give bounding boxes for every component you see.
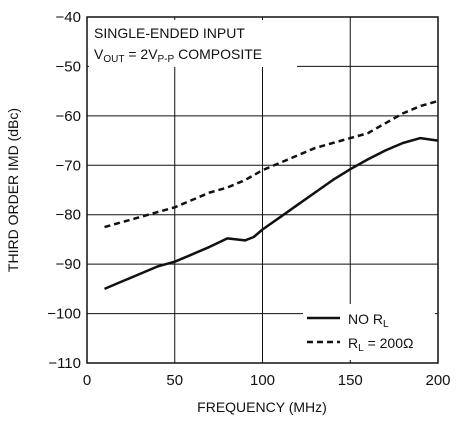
y-tick-labels: −40 −50 −60 −70 −80 −90 −100 −110	[47, 9, 81, 372]
x-tick-label: 50	[166, 372, 183, 389]
x-tick-label: 200	[425, 372, 450, 389]
y-tick-label: −90	[56, 256, 81, 273]
x-axis-title: FREQUENCY (MHz)	[197, 399, 327, 415]
y-tick-label: −60	[56, 108, 81, 125]
annotation-line-1: SINGLE-ENDED INPUT	[94, 25, 245, 41]
legend-background	[303, 304, 435, 360]
x-tick-label: 0	[83, 372, 91, 389]
y-tick-label: −50	[56, 58, 81, 75]
series-line-no-rl	[104, 136, 439, 291]
annotation-line-2: VOUT = 2VP-P COMPOSITE	[94, 46, 262, 65]
annotation-background	[89, 20, 297, 67]
x-tick-label: 100	[250, 372, 275, 389]
legend: NO RL RL = 200Ω	[303, 304, 435, 360]
series-group	[104, 99, 439, 291]
y-axis-title: THIRD ORDER IMD (dBc)	[5, 108, 21, 272]
x-tick-labels: 0 50 100 150 200	[83, 372, 451, 389]
y-tick-label: −80	[56, 207, 81, 224]
x-tick-label: 150	[338, 372, 363, 389]
y-tick-label: −40	[56, 9, 81, 26]
y-tick-label: −70	[56, 157, 81, 174]
y-tick-label: −110	[48, 355, 81, 372]
plot-frame	[86, 16, 439, 364]
y-tick-label: −100	[47, 306, 81, 323]
legend-label-no-rl: NO RL	[348, 311, 389, 330]
legend-label-rl-200: RL = 200Ω	[348, 335, 413, 354]
annotation-box: SINGLE-ENDED INPUT VOUT = 2VP-P COMPOSIT…	[89, 20, 297, 67]
